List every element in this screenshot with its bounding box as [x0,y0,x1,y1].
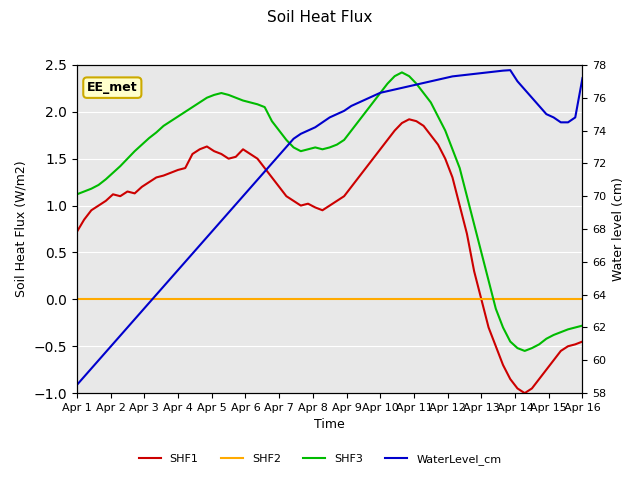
WaterLevel_cm [73,382,81,388]
SHF2 [88,297,95,302]
SHF3 [73,192,81,197]
Legend: SHF1, SHF2, SHF3, WaterLevel_cm: SHF1, SHF2, SHF3, WaterLevel_cm [134,450,506,469]
SHF1 [145,179,153,185]
SHF1 [73,229,81,235]
WaterLevel_cm [456,72,463,78]
SHF2 [218,297,225,302]
Y-axis label: Water level (cm): Water level (cm) [612,177,625,281]
WaterLevel_cm [557,120,564,125]
SHF3 [88,186,95,192]
SHF3 [376,90,384,96]
Text: EE_met: EE_met [87,81,138,94]
SHF2 [73,297,81,302]
WaterLevel_cm [218,218,225,224]
SHF1 [579,339,586,345]
Line: WaterLevel_cm: WaterLevel_cm [77,70,582,385]
SHF2 [550,297,557,302]
WaterLevel_cm [506,67,514,73]
Y-axis label: Soil Heat Flux (W/m2): Soil Heat Flux (W/m2) [15,161,28,297]
SHF3 [398,70,406,75]
X-axis label: Time: Time [314,419,345,432]
SHF3 [145,135,153,141]
Line: SHF3: SHF3 [77,72,582,351]
SHF2 [261,297,269,302]
SHF3 [319,146,326,152]
SHF1 [564,343,572,349]
SHF2 [319,297,326,302]
WaterLevel_cm [319,120,326,125]
SHF1 [376,146,384,152]
SHF3 [521,348,529,354]
Text: Soil Heat Flux: Soil Heat Flux [268,10,372,24]
Line: SHF1: SHF1 [77,120,582,393]
WaterLevel_cm [376,90,384,96]
SHF1 [405,117,413,122]
WaterLevel_cm [88,366,95,372]
SHF1 [88,207,95,213]
SHF1 [521,390,529,396]
SHF3 [564,326,572,332]
SHF2 [376,297,384,302]
SHF3 [543,336,550,342]
SHF3 [579,323,586,328]
SHF1 [319,207,326,213]
WaterLevel_cm [579,75,586,81]
SHF2 [579,297,586,302]
SHF1 [543,367,550,372]
